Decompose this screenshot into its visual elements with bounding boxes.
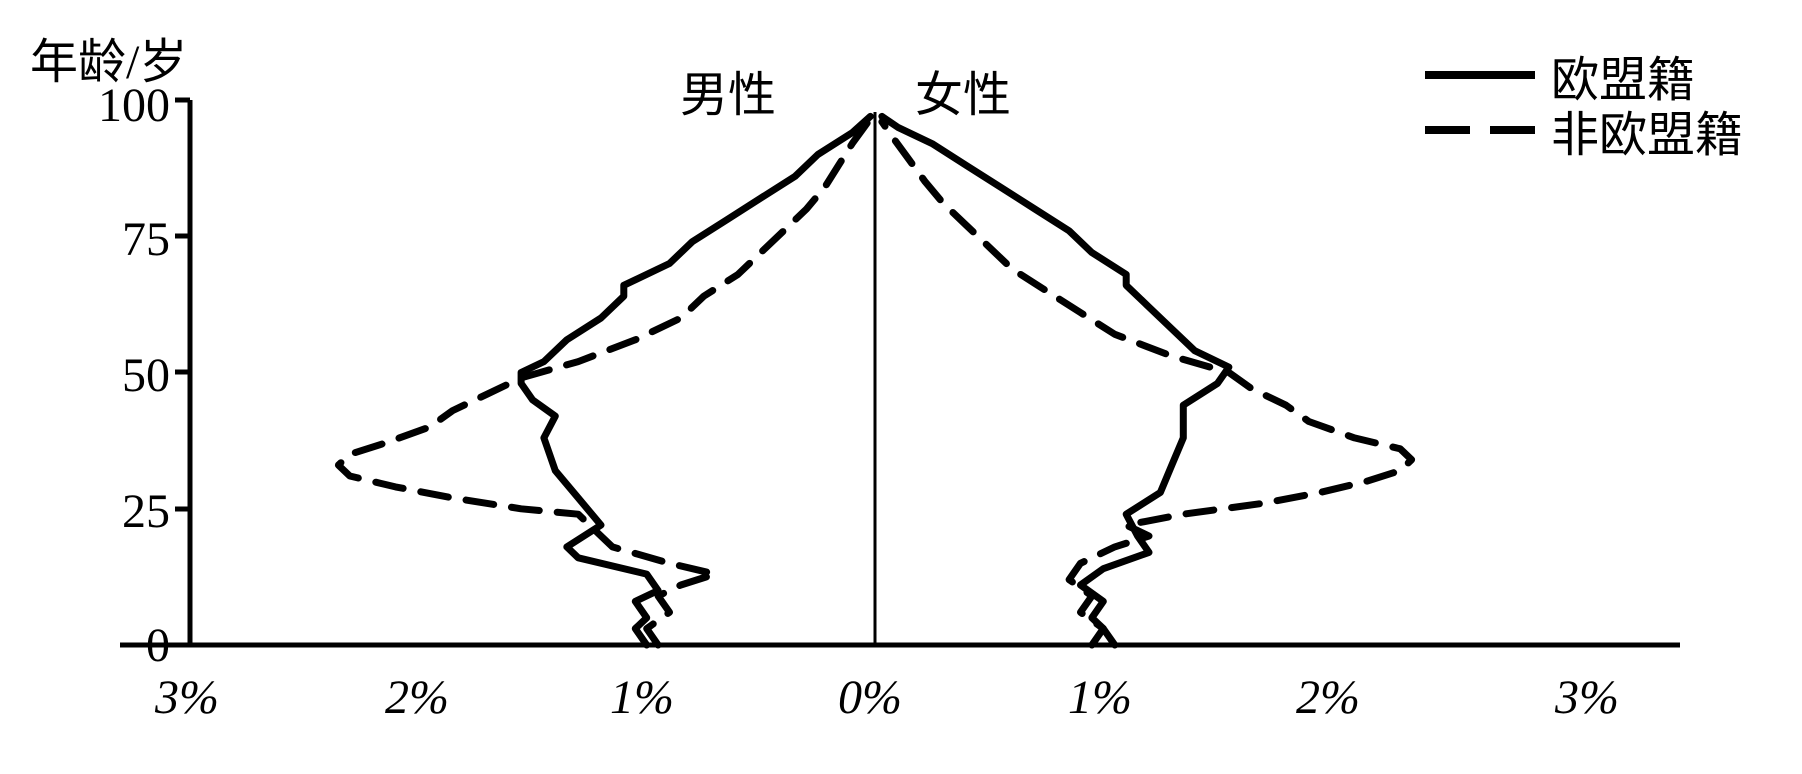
chart-svg — [0, 0, 1802, 774]
series-non-eu-female — [882, 122, 1412, 645]
series-eu-male — [521, 116, 870, 645]
population-pyramid-chart: 年龄/岁 男性 女性 欧盟籍 非欧盟籍 0 25 50 75 100 3% 2%… — [0, 0, 1802, 774]
